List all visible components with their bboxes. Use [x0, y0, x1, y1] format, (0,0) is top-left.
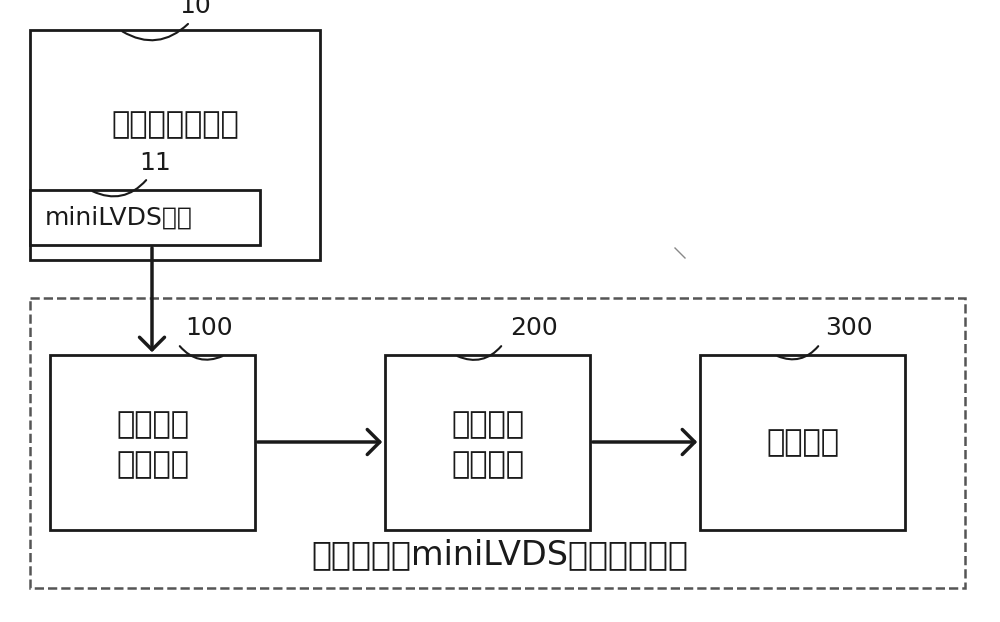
Bar: [700, 355, 905, 530]
Text: 10: 10: [179, 0, 211, 18]
Text: 转换电路: 转换电路: [116, 450, 189, 479]
Text: 主控电路: 主控电路: [766, 428, 839, 457]
Bar: [30, 190, 260, 245]
Text: 电视机板卡miniLVDS信号检测电路: 电视机板卡miniLVDS信号检测电路: [312, 539, 688, 572]
Bar: [50, 355, 255, 530]
Text: 第二信号: 第二信号: [451, 410, 524, 439]
Text: 第一信号: 第一信号: [116, 410, 189, 439]
Text: 300: 300: [825, 316, 873, 340]
Text: 11: 11: [139, 151, 171, 175]
Text: 200: 200: [510, 316, 558, 340]
Bar: [30, 30, 320, 260]
Text: 转换电路: 转换电路: [451, 450, 524, 479]
Text: 待测电视机板卡: 待测电视机板卡: [111, 111, 239, 139]
Bar: [385, 355, 590, 530]
Text: 100: 100: [185, 316, 233, 340]
Text: miniLVDS接口: miniLVDS接口: [45, 205, 193, 230]
Bar: [30, 298, 965, 588]
